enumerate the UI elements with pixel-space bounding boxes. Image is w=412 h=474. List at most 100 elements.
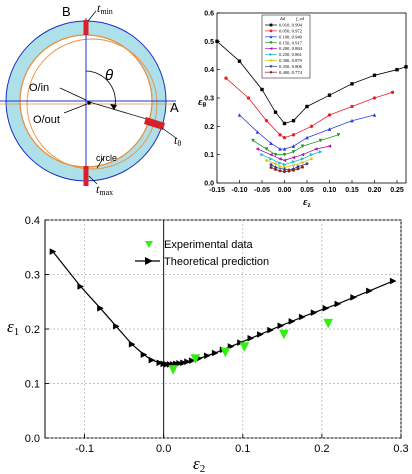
small-x-tick-label: 0.25 (390, 187, 404, 194)
small-series-0 (215, 39, 408, 126)
small-x-tick-label: -0.15 (209, 187, 225, 194)
theoretical-point (256, 331, 264, 338)
small-legend-marker (269, 23, 273, 27)
small-data-point (300, 152, 305, 157)
circle-leader (96, 156, 105, 169)
small-y-axis-label: εθ (198, 96, 207, 109)
small-legend-marker (269, 35, 273, 39)
small-series-8 (269, 165, 305, 174)
small-data-point (278, 161, 282, 165)
t-theta-leader (161, 127, 177, 139)
small-data-point (264, 118, 269, 123)
small-data-point (327, 144, 332, 148)
small-data-point (282, 158, 287, 163)
small-data-point (278, 133, 282, 137)
theoretical-point (140, 351, 148, 358)
small-legend-marker (269, 70, 273, 74)
small-y-tick-label: 0.1 (204, 152, 214, 159)
label-a: A (170, 100, 179, 115)
small-legend-marker (269, 29, 273, 33)
label-b: B (62, 4, 71, 19)
theoretical-point (49, 248, 57, 255)
small-series-line (216, 41, 407, 124)
experimental-point (279, 329, 289, 340)
small-data-point (300, 165, 305, 169)
small-data-point (327, 93, 332, 97)
small-data-point (291, 168, 296, 172)
legend-marker-experimental (145, 241, 153, 248)
small-x-tick-label: 0.15 (345, 187, 359, 194)
theoretical-point (298, 313, 306, 321)
theoretical-point (211, 349, 219, 357)
small-series-4 (255, 144, 332, 163)
small-data-point (287, 169, 291, 173)
small-x-tick-label: -0.10 (232, 187, 248, 194)
small-x-axis-label: εz (303, 196, 311, 209)
theoretical-point (267, 326, 274, 334)
small-data-point (291, 118, 296, 123)
small-series-2 (237, 113, 377, 151)
main-x-tick-label: 0.0 (156, 443, 171, 455)
small-chart: -0.15 -0.10 -0.05 0.00 0.05 0.10 0.15 0.20 0.250… (198, 11, 408, 209)
small-data-point (269, 141, 273, 146)
main-series-0 (168, 318, 334, 375)
small-data-point (269, 157, 273, 161)
small-data-point (336, 133, 341, 137)
small-data-point (327, 127, 332, 131)
small-data-point (395, 67, 399, 72)
small-data-point (264, 147, 269, 151)
theta-arc (85, 70, 116, 111)
small-data-point (273, 167, 278, 171)
main-x-tick-label: -0.1 (75, 443, 94, 455)
theoretical-point (288, 318, 296, 325)
small-data-point (246, 96, 251, 100)
t-theta-label: tθ (174, 133, 181, 148)
small-data-point (273, 152, 278, 157)
small-legend-marker (269, 47, 273, 51)
o-in-label: O/in (29, 82, 49, 94)
theta-label: θ (105, 67, 113, 84)
theoretical-point (180, 359, 187, 367)
small-legend-marker (269, 58, 273, 62)
main-x-tick-label: 0.3 (393, 443, 408, 455)
theoretical-point (113, 322, 120, 330)
legend-label-experimental: Experimental data (164, 239, 254, 251)
small-legend-marker (269, 41, 273, 45)
small-data-point (255, 147, 260, 151)
legend-marker-theoretical (145, 257, 153, 265)
small-data-point (305, 135, 309, 140)
small-data-point (224, 76, 228, 80)
main-y-tick-label: 0.0 (25, 433, 40, 445)
small-legend-label: 0.100, 0.940 (279, 34, 303, 40)
small-y-tick-label: 0.5 (204, 39, 214, 46)
small-y-tick-label: 0.6 (204, 11, 214, 18)
small-data-point (282, 147, 287, 151)
small-data-point (300, 160, 305, 165)
main-y-axis-label: ε1 (7, 317, 19, 338)
small-data-point (291, 133, 296, 137)
theoretical-point (148, 356, 156, 364)
small-data-point (304, 161, 310, 166)
theoretical-point (366, 287, 373, 295)
small-y-tick-label: 0.4 (204, 67, 214, 74)
small-series-1 (224, 76, 395, 140)
main-x-axis-label: ε2 (193, 454, 205, 474)
small-data-point (309, 124, 314, 129)
small-x-tick-label: 0.20 (368, 187, 382, 194)
small-data-point (300, 144, 305, 149)
theoretical-point (322, 304, 330, 312)
t-max-label: tmax (96, 182, 113, 197)
small-data-point (372, 73, 377, 78)
small-data-point (278, 157, 282, 161)
small-data-point (305, 104, 309, 109)
small-legend-label: 0.150, 0.917 (279, 40, 303, 46)
small-y-tick-label: 0.0 (204, 181, 214, 188)
small-x-tick-label: -0.05 (254, 187, 270, 194)
small-data-point (278, 169, 282, 173)
small-data-point (314, 147, 318, 151)
small-data-point (309, 152, 314, 157)
theoretical-point (310, 309, 318, 316)
t-theta-mark (144, 117, 165, 130)
